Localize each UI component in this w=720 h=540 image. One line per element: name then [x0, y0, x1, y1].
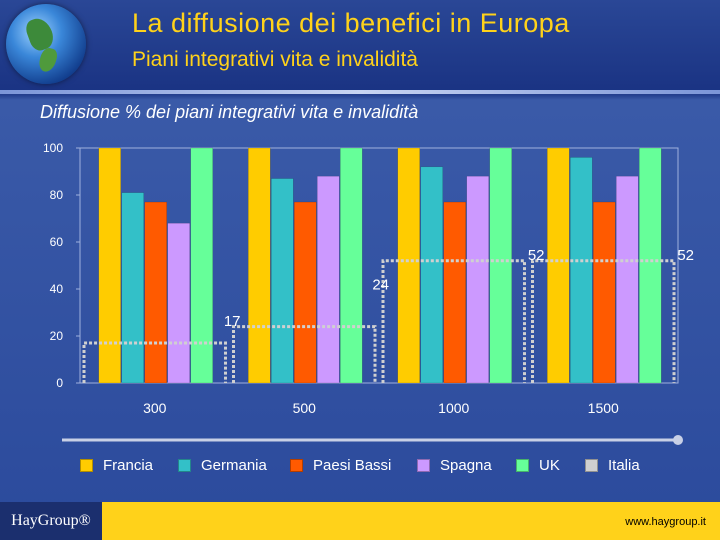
bar-francia	[248, 147, 271, 384]
bar-italia	[82, 341, 227, 383]
bar-italia	[232, 325, 377, 383]
plot-area	[79, 147, 679, 384]
y-tick-label: 100	[43, 141, 63, 155]
footer-url: www.haygroup.it	[625, 516, 706, 528]
y-tick-label: 60	[50, 235, 64, 249]
header-divider	[0, 90, 720, 94]
y-tick-label: 40	[50, 282, 64, 296]
bar-spagna	[466, 175, 489, 384]
legend-label: Francia	[103, 456, 154, 474]
bar-uk	[639, 147, 662, 384]
axis-bar-end	[673, 435, 683, 445]
chart-legend: Francia Germania Paesi Bassi Spagna UK Italia	[80, 455, 700, 475]
chart-layer: 0 20 40 60 80 100 300 500 1000 1500 17 24 52 52	[43, 141, 694, 445]
bar-paesi-bassi	[593, 201, 616, 384]
chart-title: Diffusione % dei piani integrativi vita …	[40, 102, 419, 122]
y-tick-label: 20	[50, 329, 64, 343]
bar-paesi-bassi	[144, 201, 167, 384]
legend-item-francia: Francia	[80, 455, 153, 475]
bar-spagna	[167, 222, 190, 384]
legend-item-uk: UK	[516, 455, 560, 475]
bar-paesi-bassi	[443, 201, 466, 384]
header	[0, 0, 720, 92]
bar-germania	[271, 178, 294, 384]
bar-francia	[547, 147, 570, 384]
legend-swatch	[585, 458, 598, 472]
page-subtitle: Piani integrativi vita e invalidità	[132, 48, 418, 71]
bar-spagna	[317, 175, 340, 384]
data-label: 52	[677, 247, 694, 264]
bar-francia	[98, 147, 121, 384]
legend-label: Germania	[201, 456, 267, 474]
bar-uk	[340, 147, 363, 384]
haygroup-logo: HayGroup®	[0, 502, 102, 540]
bar-uk	[190, 147, 213, 384]
legend-label: Paesi Bassi	[313, 456, 392, 474]
globe-icon	[6, 4, 86, 84]
legend-item-paesi-bassi: Paesi Bassi	[290, 455, 391, 475]
legend-swatch	[178, 458, 191, 472]
legend-swatch	[80, 458, 93, 472]
legend-swatch	[417, 458, 430, 472]
bar-italia	[531, 259, 676, 383]
bar-germania	[420, 166, 443, 384]
x-tick-label: 1000	[438, 400, 469, 416]
bar-spagna	[616, 175, 639, 384]
legend-label: Spagna	[440, 456, 492, 474]
data-label: 17	[224, 313, 241, 330]
y-tick-label: 80	[50, 188, 64, 202]
footer: HayGroup® www.haygroup.it	[0, 502, 720, 540]
y-tick-label: 0	[56, 376, 63, 390]
bar-germania	[121, 192, 144, 384]
legend-item-italia: Italia	[585, 455, 640, 475]
bar-italia	[381, 259, 526, 383]
bar-germania	[570, 157, 593, 384]
bar-francia	[397, 147, 420, 384]
legend-swatch	[290, 458, 303, 472]
x-tick-label: 300	[143, 400, 167, 416]
bar-uk	[489, 147, 512, 384]
page-title: La diffusione dei benefici in Europa	[132, 8, 570, 38]
data-label: 52	[528, 247, 545, 264]
legend-label: Italia	[608, 456, 640, 474]
legend-swatch	[516, 458, 529, 472]
legend-item-germania: Germania	[178, 455, 267, 475]
x-tick-label: 1500	[588, 400, 619, 416]
legend-label: UK	[539, 456, 560, 474]
legend-item-spagna: Spagna	[417, 455, 492, 475]
bar-paesi-bassi	[294, 201, 317, 384]
x-tick-label: 500	[293, 400, 317, 416]
data-label: 24	[372, 277, 389, 294]
